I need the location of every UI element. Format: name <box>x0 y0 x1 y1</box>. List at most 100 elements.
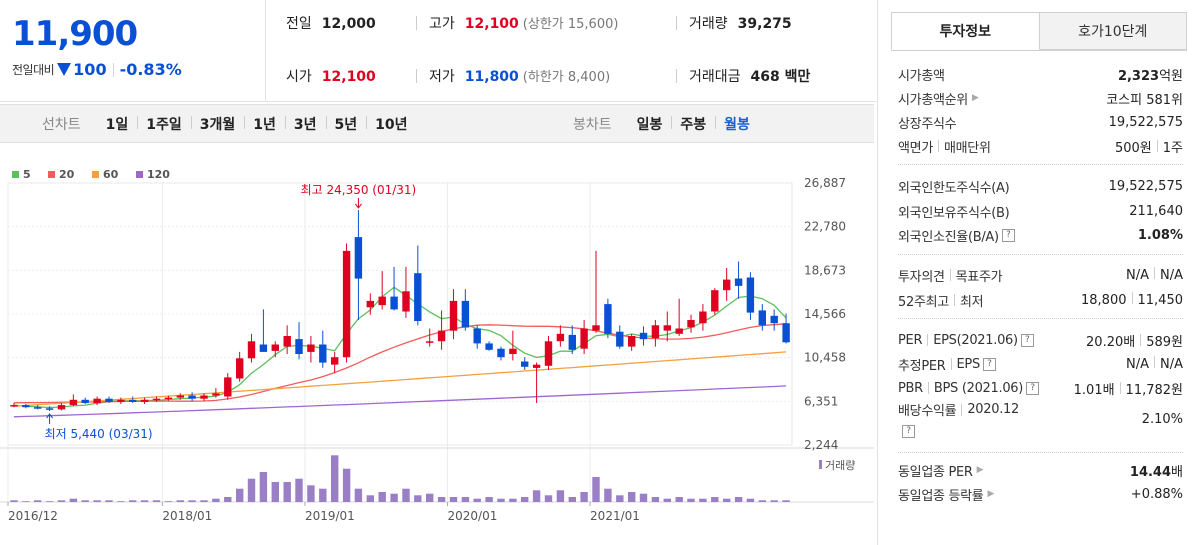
candle-23 <box>283 325 291 355</box>
per-label: PER <box>898 332 923 348</box>
period-1y-button[interactable]: 1년 <box>244 114 285 134</box>
candle-body <box>663 325 671 331</box>
chevron-right-icon[interactable]: ▶ <box>987 489 995 499</box>
candle-39 <box>473 325 481 349</box>
volume-bar-39 <box>473 498 481 502</box>
help-icon[interactable]: ? <box>1001 228 1015 242</box>
candle-body <box>746 277 755 313</box>
candle-body <box>473 328 481 344</box>
candle-52 <box>628 333 636 351</box>
row-sector-per[interactable]: 동일업종 PER ▶ 14.44배 <box>898 458 1183 482</box>
legend-swatch-2 <box>92 171 99 178</box>
moving-average-lines <box>13 286 787 418</box>
candle-body <box>532 364 541 368</box>
tab-orderbook[interactable]: 호가10단계 <box>1039 12 1187 50</box>
help-icon[interactable]: ? <box>982 357 996 371</box>
candle-chart-title: 봉차트 <box>573 116 612 133</box>
candle-60 <box>723 267 731 301</box>
candle-body <box>770 315 778 324</box>
weekly-candle-button[interactable]: 주봉 <box>671 114 715 134</box>
price-chart[interactable]: 5 20 60 120 26,887 22,780 18,673 14,566 10,458 6… <box>0 160 874 545</box>
monthly-candle-button[interactable]: 월봉 <box>715 114 759 134</box>
volume-bar-64 <box>770 500 778 502</box>
candle-body <box>93 398 101 403</box>
candle-17 <box>212 388 220 398</box>
price-change: 전일대비 100 -0.83% <box>12 60 182 79</box>
period-3m-button[interactable]: 3개월 <box>190 114 245 134</box>
volume-bar-18 <box>224 497 232 502</box>
y-tick-6: 2,244 <box>804 438 838 452</box>
ma-120-line <box>13 385 787 418</box>
candle-body <box>164 397 173 400</box>
candle-24 <box>295 322 303 360</box>
divider <box>676 16 677 30</box>
candle-8 <box>105 396 113 403</box>
candle-body <box>592 325 600 331</box>
volume-bar-46 <box>556 490 565 502</box>
candle-47 <box>568 325 576 355</box>
volume-bar-48 <box>580 492 588 502</box>
candle-1 <box>22 404 30 409</box>
chevron-right-icon[interactable]: ▶ <box>976 465 984 475</box>
volume-bar-59 <box>711 497 719 502</box>
volume-bar-21 <box>259 472 268 502</box>
foreign-limit-value: 19,522,575 <box>1108 178 1183 194</box>
candle-body <box>271 344 279 351</box>
period-1w-button[interactable]: 1주일 <box>137 114 191 134</box>
candle-7 <box>93 396 101 406</box>
row-sector-rate[interactable]: 동일업종 등락률 ▶ +0.88% <box>898 482 1183 506</box>
est-eps-label: EPS <box>956 356 981 372</box>
foreign-hold-label: 외국인보유주식수(B) <box>898 205 1010 221</box>
candle-body <box>22 405 30 408</box>
prev-value: 12,000 <box>321 16 376 32</box>
x-axis-labels: 2016/12 2018/01 2019/01 2020/01 2021/01 <box>7 502 640 523</box>
candle-body <box>580 328 588 349</box>
period-5y-button[interactable]: 5년 <box>325 114 367 134</box>
candle-body <box>675 328 683 334</box>
volume-bar-10 <box>129 500 137 502</box>
help-icon[interactable]: ? <box>902 425 915 438</box>
divider <box>416 69 417 83</box>
down-triangle-icon <box>57 63 72 76</box>
dividend-value: 2.10% <box>1141 412 1183 427</box>
volume-bar-62 <box>746 498 755 502</box>
candle-50 <box>604 298 612 339</box>
candle-41 <box>497 346 505 361</box>
x-tick-4: 2021/01 <box>590 509 640 523</box>
volume-bar-15 <box>188 500 196 502</box>
period-3y-button[interactable]: 3년 <box>284 114 326 134</box>
volume-bar-26 <box>319 488 327 502</box>
help-icon[interactable]: ? <box>1026 381 1040 395</box>
volume-bar-23 <box>283 482 291 502</box>
candle-body <box>354 237 363 279</box>
candle-34 <box>414 245 422 326</box>
volume-bar-24 <box>295 478 303 502</box>
candle-6 <box>81 397 89 405</box>
candle-40 <box>485 341 493 351</box>
volume-bar-49 <box>592 477 600 502</box>
candle-63 <box>758 304 766 331</box>
candle-16 <box>200 393 208 401</box>
volume-bar-13 <box>164 501 173 502</box>
period-10y-button[interactable]: 10년 <box>366 114 416 134</box>
candle-body <box>616 331 624 347</box>
candle-body <box>212 393 220 396</box>
row-market-cap-rank[interactable]: 시가총액순위 ▶ 코스피 581위 <box>898 86 1183 110</box>
chart-toolbar: 선차트 1일 1주일 3개월 1년 3년 5년 10년 봉차트 일봉 주봉 월봉 <box>0 104 874 143</box>
tab-invest-info[interactable]: 투자정보 <box>891 12 1040 50</box>
volume-bar-47 <box>568 497 576 502</box>
candlesticks <box>10 209 790 412</box>
volume-legend-label: 거래량 <box>825 459 855 472</box>
help-icon[interactable]: ? <box>1020 333 1034 347</box>
dividend-date: 2020.12 <box>967 402 1019 417</box>
candle-body <box>81 399 89 403</box>
period-1d-button[interactable]: 1일 <box>105 116 129 133</box>
chevron-right-icon[interactable]: ▶ <box>971 93 979 103</box>
volume-value: 39,275 <box>737 16 792 32</box>
daily-candle-button[interactable]: 일봉 <box>636 116 663 133</box>
amount-value: 468 백만 <box>750 69 811 85</box>
x-tick-0: 2016/12 <box>8 509 58 523</box>
volume-bar-33 <box>402 488 410 502</box>
line-chart-periods: 선차트 1일 1주일 3개월 1년 3년 5년 10년 <box>42 105 417 142</box>
candle-44 <box>532 362 541 403</box>
